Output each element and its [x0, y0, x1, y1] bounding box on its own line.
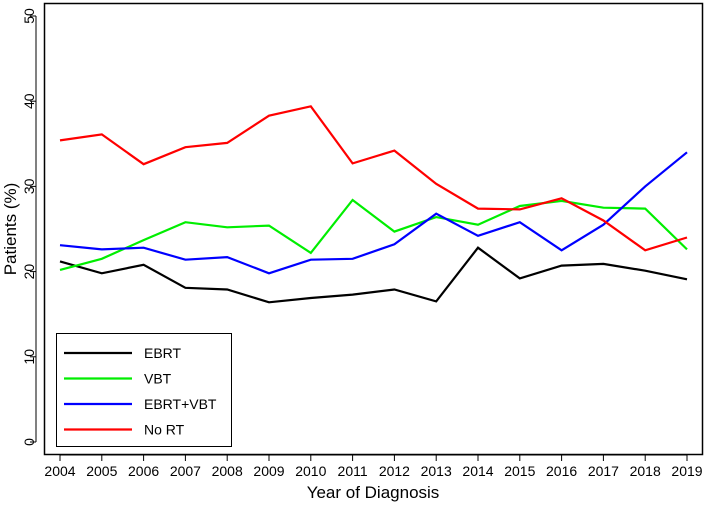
y-axis: 0 10 20 30 40 50: [21, 8, 37, 446]
legend-label-ebrt: EBRT: [144, 345, 182, 361]
legend: EBRT VBT EBRT+VBT No RT: [56, 333, 232, 447]
x-tick-label: 2019: [671, 463, 702, 479]
y-tick-label: 10: [21, 349, 37, 365]
legend-label-ebrt-vbt: EBRT+VBT: [144, 396, 217, 412]
x-tick-label: 2007: [170, 463, 201, 479]
y-tick-label: 30: [21, 178, 37, 194]
x-tick-label: 2015: [504, 463, 535, 479]
x-tick-label: 2009: [253, 463, 284, 479]
y-tick-label: 0: [21, 438, 37, 446]
series-layer: [59, 105, 688, 304]
x-tick-label: 2014: [462, 463, 493, 479]
x-axis-label: Year of Diagnosis: [307, 483, 440, 502]
y-tick-label: 20: [21, 264, 37, 280]
x-tick-label: 2005: [86, 463, 117, 479]
x-tick-label: 2010: [295, 463, 326, 479]
series-line-ebrt: [59, 246, 688, 304]
x-tick-label: 2018: [630, 463, 661, 479]
legend-label-no-rt: No RT: [144, 422, 185, 438]
x-tick-label: 2004: [44, 463, 75, 479]
x-axis: 2004 2005 2006 2007 2008 2009 2010 2011 2012 2013…: [44, 454, 703, 479]
x-tick-label: 2008: [212, 463, 243, 479]
series-line-no-rt: [59, 105, 688, 252]
y-axis-label: Patients (%): [1, 183, 20, 276]
x-tick-label: 2006: [128, 463, 159, 479]
x-tick-label: 2012: [379, 463, 410, 479]
y-tick-label: 40: [21, 93, 37, 109]
y-tick-label: 50: [21, 8, 37, 24]
x-tick-label: 2011: [338, 463, 368, 479]
x-tick-label: 2013: [421, 463, 452, 479]
series-line-ebrt-vbt: [59, 151, 688, 275]
x-tick-label: 2017: [588, 463, 619, 479]
legend-label-vbt: VBT: [144, 371, 172, 387]
x-tick-label: 2016: [546, 463, 577, 479]
series-line-vbt: [59, 198, 688, 271]
